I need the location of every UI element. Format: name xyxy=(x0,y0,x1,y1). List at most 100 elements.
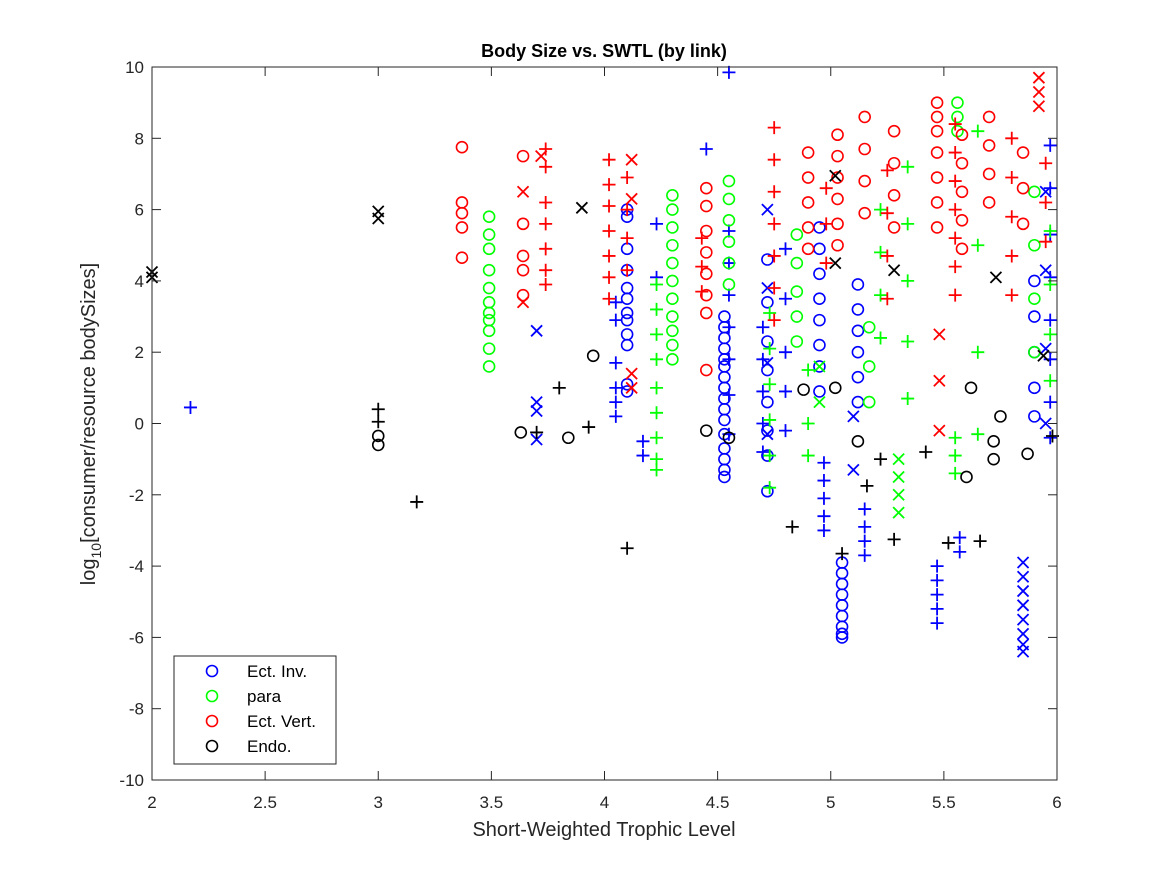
data-point-ect-inv xyxy=(835,631,849,644)
data-point-ect-vert xyxy=(858,142,871,156)
x-axis-label: Short-Weighted Trophic Level xyxy=(472,819,735,841)
data-point-ect-inv xyxy=(722,320,736,334)
data-point-ect-inv xyxy=(718,402,731,416)
data-point-ect-vert xyxy=(801,196,815,209)
data-point-para xyxy=(790,335,804,348)
y-tick-label: -4 xyxy=(129,557,144,576)
data-point-ect-inv xyxy=(761,428,774,441)
data-point-ect-inv xyxy=(722,288,736,302)
data-point-endo xyxy=(987,452,1000,466)
data-point-para xyxy=(763,306,777,320)
data-point-ect-vert xyxy=(602,292,616,306)
data-point-para xyxy=(666,292,679,306)
data-point-ect-vert xyxy=(819,256,833,270)
x-tick-label: 5.5 xyxy=(932,793,956,812)
data-point-ect-vert xyxy=(620,263,634,277)
y-tick-label: 6 xyxy=(135,201,144,220)
data-point-ect-vert xyxy=(955,242,969,256)
data-point-ect-vert xyxy=(819,181,833,195)
data-point-ect-inv xyxy=(756,384,770,398)
data-point-ect-vert xyxy=(700,306,713,320)
data-point-endo xyxy=(887,532,901,546)
data-point-ect-inv xyxy=(1039,185,1052,198)
x-tick-label: 6 xyxy=(1052,793,1061,812)
data-point-ect-inv xyxy=(835,599,849,612)
data-point-ect-inv xyxy=(718,463,731,477)
data-point-para xyxy=(1028,292,1041,306)
data-point-ect-vert xyxy=(880,206,894,220)
data-point-para xyxy=(862,395,876,409)
data-point-ect-inv xyxy=(761,484,774,498)
data-point-endo xyxy=(919,445,933,459)
y-axis: -10 -8 -6 -4 -2 0 2 4 6 8 10 xyxy=(119,58,1057,790)
data-point-para xyxy=(971,124,985,138)
data-point-ect-inv xyxy=(1016,645,1030,658)
data-point-ect-vert xyxy=(620,171,634,185)
data-point-para xyxy=(901,274,915,288)
data-point-endo xyxy=(797,383,810,396)
data-point-ect-inv xyxy=(930,616,944,630)
data-point-ect-vert xyxy=(801,146,815,159)
data-point-para xyxy=(892,453,905,466)
data-point-para xyxy=(482,324,496,338)
data-point-ect-inv xyxy=(851,345,865,359)
x-tick-label: 2.5 xyxy=(253,793,277,812)
data-point-ect-vert xyxy=(767,313,781,327)
data-point-ect-vert xyxy=(982,139,996,152)
data-point-ect-inv xyxy=(835,577,849,591)
data-point-para xyxy=(763,481,777,495)
data-point-ect-vert xyxy=(930,124,944,138)
data-point-ect-inv xyxy=(813,385,826,398)
data-point-ect-inv xyxy=(756,417,770,430)
data-point-ect-inv xyxy=(620,306,634,320)
data-point-ect-vert xyxy=(858,174,871,188)
data-point-ect-vert xyxy=(695,231,709,245)
data-point-ect-vert xyxy=(831,217,844,231)
data-point-ect-vert xyxy=(1005,288,1019,302)
data-point-ect-vert xyxy=(455,251,469,265)
data-point-ect-inv xyxy=(851,303,865,316)
data-point-ect-inv xyxy=(817,491,831,505)
data-point-ect-inv xyxy=(817,523,831,537)
series-ect-inv xyxy=(183,65,1057,658)
data-point-endo xyxy=(835,547,849,561)
data-point-ect-vert xyxy=(516,263,530,277)
data-point-ect-inv xyxy=(620,242,634,256)
x-tick-label: 2 xyxy=(147,793,156,812)
data-point-para xyxy=(482,228,496,241)
data-point-ect-vert xyxy=(535,149,548,163)
data-point-ect-vert xyxy=(1005,171,1019,185)
legend-box xyxy=(173,655,337,765)
data-point-ect-vert xyxy=(887,189,901,202)
data-point-ect-vert xyxy=(955,156,969,170)
data-point-endo xyxy=(960,470,973,484)
data-point-para xyxy=(666,189,679,202)
data-point-ect-vert xyxy=(516,185,530,198)
data-point-ect-inv xyxy=(761,395,774,409)
data-point-ect-vert xyxy=(625,192,638,206)
data-point-endo xyxy=(987,435,1000,448)
data-point-ect-inv xyxy=(779,424,792,438)
data-point-ect-inv xyxy=(718,331,731,345)
data-point-para xyxy=(790,285,804,298)
data-point-ect-vert xyxy=(602,249,616,263)
data-point-ect-inv xyxy=(530,433,543,446)
data-point-ect-vert xyxy=(767,249,781,263)
data-point-ect-inv xyxy=(835,609,849,623)
data-point-para xyxy=(482,313,496,327)
data-point-ect-inv xyxy=(851,278,865,291)
data-point-ect-inv xyxy=(609,409,623,423)
data-point-para xyxy=(790,256,804,270)
y-tick-label: -10 xyxy=(119,771,144,790)
data-point-para xyxy=(1043,374,1057,388)
data-point-ect-vert xyxy=(602,224,616,238)
data-point-ect-vert xyxy=(602,153,616,167)
data-point-para xyxy=(948,466,962,480)
data-point-ect-vert xyxy=(933,424,946,437)
data-point-ect-vert xyxy=(455,196,469,209)
data-point-endo xyxy=(586,349,600,363)
data-point-para xyxy=(666,203,679,216)
data-point-para xyxy=(763,377,777,391)
data-point-ect-inv xyxy=(756,320,770,334)
data-point-para xyxy=(763,342,777,356)
